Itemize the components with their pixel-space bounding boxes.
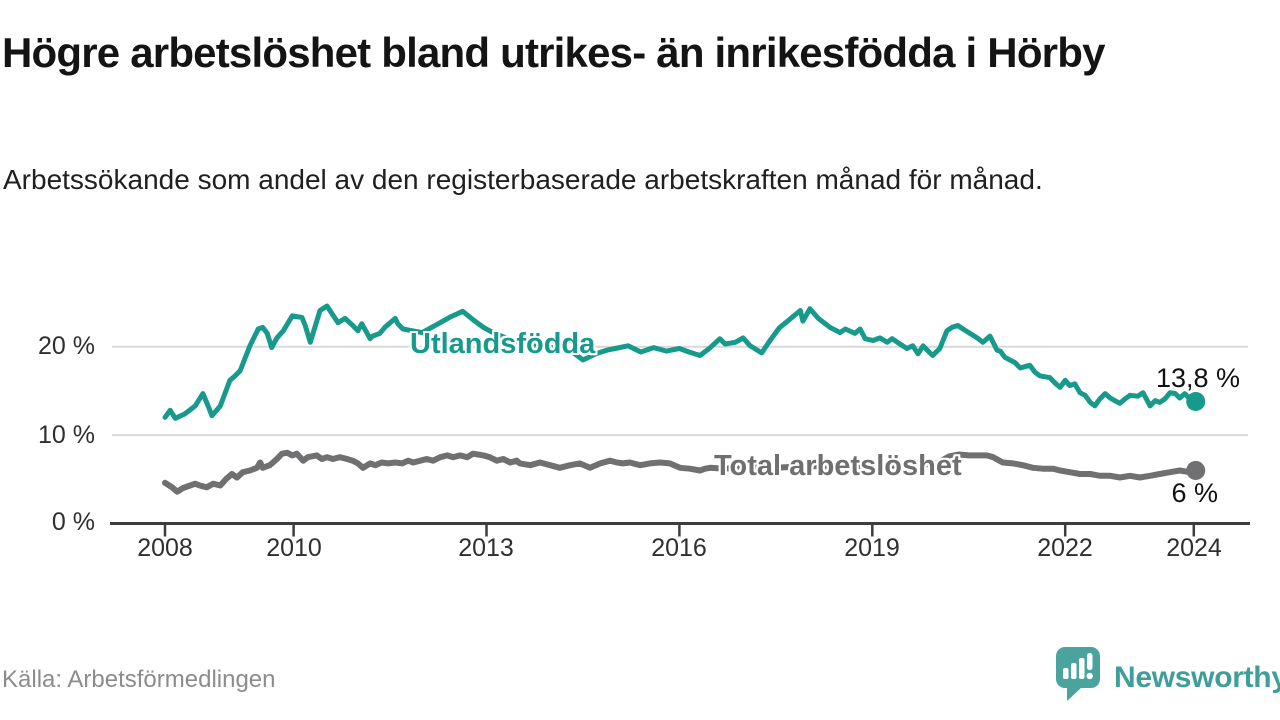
x-axis-label-2022: 2022 (1037, 534, 1093, 562)
series-line-1 (162, 449, 1199, 495)
x-axis-label-2008: 2008 (137, 534, 193, 562)
x-axis-label-2013: 2013 (458, 534, 514, 562)
x-axis-label-2019: 2019 (844, 534, 900, 562)
series-end-dot-0 (1186, 392, 1206, 412)
speech-bubble-shape (1056, 647, 1100, 701)
newsworthy-wordmark: Newsworthy (1114, 660, 1280, 694)
x-axis-label-2010: 2010 (266, 534, 322, 562)
series-label-utlandsfodda: Utlandsfödda (410, 328, 596, 360)
series-line-0 (162, 303, 1199, 421)
end-value-label-utlandsfodda: 13,8 % (1155, 363, 1240, 393)
page-subtitle: Arbetssökande som andel av den registerb… (3, 164, 1043, 195)
x-axis-label-2024: 2024 (1166, 534, 1222, 562)
series-label-total-arbetsloshet: Total arbetslöshet (714, 450, 962, 482)
y-axis-label-10: 10 % (38, 421, 95, 449)
end-value-label-total: 6 % (1171, 478, 1218, 508)
y-axis-label-20: 20 % (38, 332, 95, 360)
newsworthy-brand: Newsworthy (1054, 646, 1280, 709)
x-axis-label-2016: 2016 (651, 534, 707, 562)
series-end-dot-1 (1186, 460, 1206, 480)
page-title: Högre arbetslöshet bland utrikes- än inr… (2, 29, 1105, 76)
source-credit: Källa: Arbetsförmedlingen (2, 666, 276, 693)
y-axis-label-0: 0 % (51, 508, 95, 536)
newsworthy-logo-icon (1054, 646, 1102, 709)
